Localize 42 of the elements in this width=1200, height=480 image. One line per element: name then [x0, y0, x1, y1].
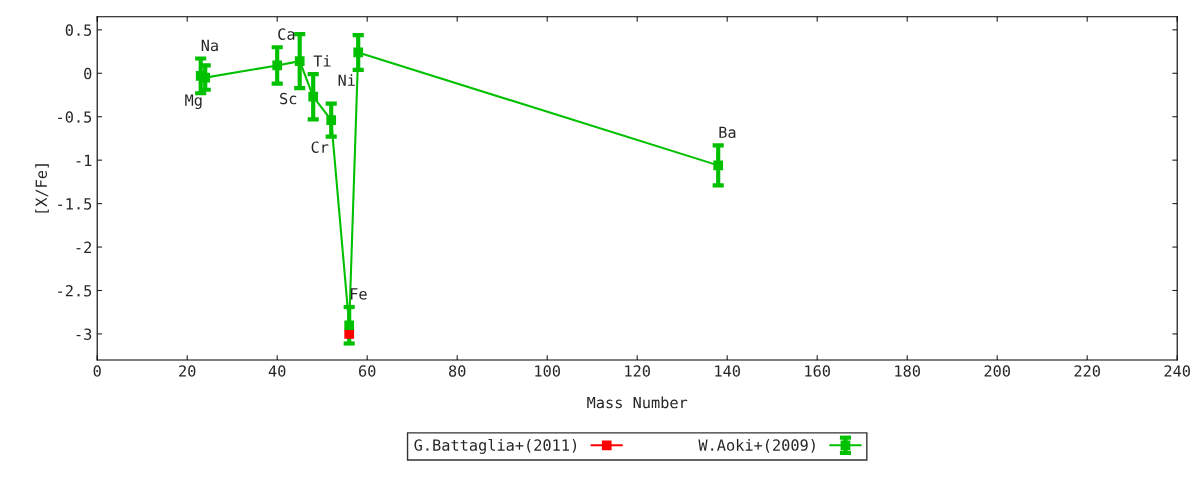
y-tick-label: -0.5 [58, 111, 92, 123]
y-tick-label: -1 [76, 154, 92, 167]
point [344, 320, 355, 331]
data-label: Na [201, 39, 218, 52]
y-tick-label: 0 [84, 67, 92, 80]
y-tick-label: 0.5 [65, 24, 92, 36]
x-tick-label: 200 [984, 365, 1011, 377]
point [344, 329, 355, 339]
x-axis-title: Mass Number [587, 396, 688, 409]
x-tick-label: 140 [715, 365, 741, 377]
legend-label: W.Aoki+(2009) [698, 439, 815, 453]
legend-label: G.Battaglia+(2011) [414, 438, 577, 454]
point [713, 160, 724, 171]
point [308, 91, 319, 102]
x-tick-label: 20 [179, 365, 196, 377]
x-tick-label: 120 [625, 365, 651, 377]
x-tick-label: 180 [895, 365, 921, 377]
point [326, 115, 337, 126]
point [294, 56, 305, 66]
data-label: Ti [313, 55, 331, 67]
point [353, 47, 364, 58]
x-tick-label: 0 [93, 365, 101, 377]
data-label: Fe [350, 288, 367, 300]
data-label: Ni [338, 74, 355, 86]
data-label: Mg [185, 94, 202, 109]
data-label: Sc [280, 92, 297, 105]
y-tick-label: -3 [76, 328, 92, 340]
data-label: Ca [278, 28, 295, 40]
point [272, 60, 283, 71]
x-tick-label: 60 [359, 365, 376, 377]
x-tick-label: 100 [535, 365, 561, 377]
y-axis-title: [X/Fe] [35, 164, 49, 213]
x-tick-label: 240 [1164, 365, 1191, 377]
x-tick-label: 40 [268, 365, 286, 377]
x-tick-label: 160 [805, 365, 831, 377]
data-label: Cr [311, 141, 329, 153]
x-tick-label: 220 [1074, 365, 1101, 377]
data-label: Ba [719, 126, 736, 139]
y-tick-label: -2 [76, 241, 92, 253]
y-tick-label: -1.5 [58, 198, 92, 210]
x-tick-label: 80 [448, 365, 466, 377]
y-tick-label: -2.5 [58, 285, 92, 297]
